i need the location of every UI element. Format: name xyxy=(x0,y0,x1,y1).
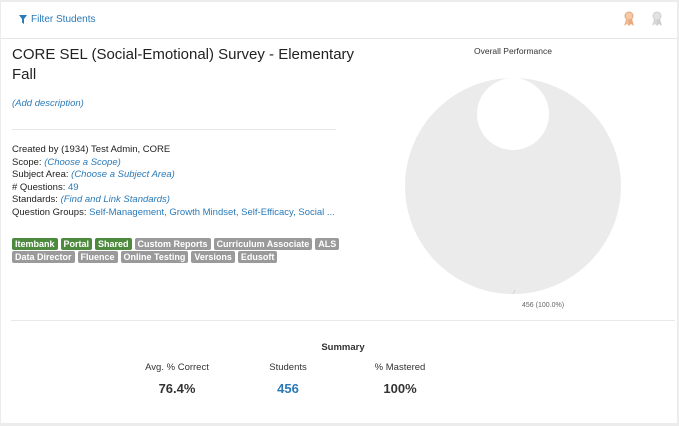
choose-scope-link[interactable]: (Choose a Scope) xyxy=(44,156,121,168)
ribbon-gray-icon[interactable] xyxy=(650,11,664,27)
question-groups-row: Question Groups: Self-Management, Growth… xyxy=(12,207,342,220)
mastered-value: 100% xyxy=(383,381,417,396)
tag-curriculum-associate[interactable]: Curriculum Associate xyxy=(213,238,313,250)
questions-label: # Questions: xyxy=(12,181,66,193)
scope-label: Scope: xyxy=(12,156,42,168)
add-description-link[interactable]: (Add description) xyxy=(12,98,84,109)
students-count-link[interactable]: 456 xyxy=(277,381,299,396)
tag-itembank[interactable]: Itembank xyxy=(12,238,58,250)
tag-online-testing[interactable]: Online Testing xyxy=(120,251,189,263)
filter-students-button[interactable]: Filter Students xyxy=(19,14,95,25)
question-groups-link[interactable]: Self-Management, Growth Mindset, Self-Ef… xyxy=(89,206,335,218)
questions-count-link[interactable]: 49 xyxy=(67,181,79,193)
standards-label: Standards: xyxy=(12,194,58,206)
tag-fluence[interactable]: Fluence xyxy=(77,251,118,263)
students-label: Students xyxy=(269,362,307,373)
students-stat: Students 456 xyxy=(228,362,348,396)
link-standards-link[interactable]: (Find and Link Standards) xyxy=(60,194,170,206)
section-divider xyxy=(12,129,336,130)
mastered-stat: % Mastered 100% xyxy=(340,362,460,396)
tag-portal[interactable]: Portal xyxy=(60,238,93,250)
overall-performance-donut xyxy=(405,78,621,295)
assessment-title: CORE SEL (Social-Emotional) Survey - Ele… xyxy=(12,46,355,83)
tag-shared[interactable]: Shared xyxy=(95,238,132,250)
tag-edusoft[interactable]: Edusoft xyxy=(237,251,278,263)
tag-data-director[interactable]: Data Director xyxy=(12,251,75,263)
slice-leader-line xyxy=(512,289,516,295)
filter-students-label: Filter Students xyxy=(31,14,96,25)
subject-row: Subject Area: (Choose a Subject Area) xyxy=(12,169,342,182)
filter-bar: Filter Students xyxy=(1,2,677,39)
ribbon-orange-icon[interactable] xyxy=(622,11,636,27)
donut-slice[interactable] xyxy=(405,78,621,294)
avg-correct-label: Avg. % Correct xyxy=(145,362,209,373)
mastered-label: % Mastered xyxy=(374,362,426,373)
summary-title: Summary xyxy=(321,342,365,353)
tag-list: Itembank Portal Shared Custom Reports Cu… xyxy=(12,238,342,263)
question-groups-label: Question Groups: xyxy=(12,206,87,218)
summary-divider xyxy=(11,320,675,321)
questions-row: # Questions: 49 xyxy=(12,182,342,195)
tag-versions[interactable]: Versions xyxy=(191,251,235,263)
tag-custom-reports[interactable]: Custom Reports xyxy=(134,238,211,250)
chart-title: Overall Performance xyxy=(474,46,552,56)
avg-correct-value: 76.4% xyxy=(158,381,196,396)
scope-row: Scope: (Choose a Scope) xyxy=(12,157,342,170)
tag-als[interactable]: ALS xyxy=(315,238,340,250)
subject-label: Subject Area: xyxy=(12,169,69,181)
funnel-icon xyxy=(19,15,27,24)
created-by: Created by (1934) Test Admin, CORE xyxy=(12,144,171,155)
assessment-details: Created by (1934) Test Admin, CORE Scope… xyxy=(12,144,342,220)
choose-subject-link[interactable]: (Choose a Subject Area) xyxy=(71,169,175,181)
standards-row: Standards: (Find and Link Standards) xyxy=(12,194,342,207)
slice-label: 456 (100.0%) xyxy=(522,302,565,309)
avg-correct-stat: Avg. % Correct 76.4% xyxy=(117,362,237,396)
